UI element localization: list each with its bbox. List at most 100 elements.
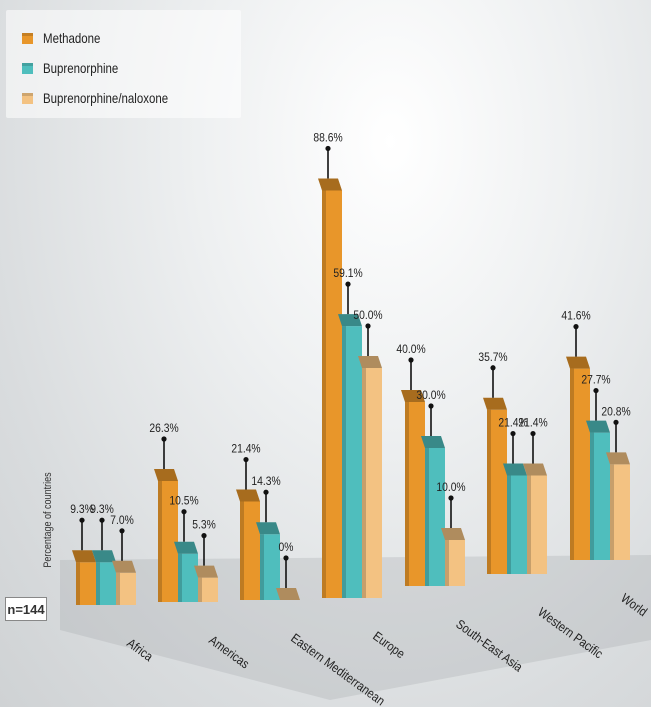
leader-dot-americas-buprenorphine: [181, 509, 187, 515]
bar-top-world-buprenorphine-naloxone: [606, 452, 630, 465]
leader-dot-americas-buprenorphine-naloxone: [201, 533, 207, 539]
legend-swatch-methadone: [22, 32, 33, 44]
leader-dot-world-buprenorphine-naloxone: [613, 419, 619, 425]
leader-dot-world-methadone: [573, 324, 579, 330]
bar-eastern-mediterranean-buprenorphine: [260, 534, 280, 600]
data-label-africa-buprenorphine: 9.3%: [90, 504, 114, 517]
bar-europe-buprenorphine-naloxone: [362, 368, 382, 598]
bar-world-buprenorphine: [590, 432, 610, 560]
bar-western-pacific-buprenorphine-naloxone: [527, 475, 547, 574]
sample-size-box: n=144: [5, 597, 47, 621]
leader-dot-europe-buprenorphine-naloxone: [365, 323, 371, 329]
bar-edge-americas-buprenorphine-naloxone: [198, 577, 202, 602]
bar-edge-western-pacific-buprenorphine-naloxone: [527, 475, 531, 574]
leader-dot-africa-buprenorphine-naloxone: [119, 528, 125, 534]
data-label-africa-buprenorphine-naloxone: 7.0%: [110, 514, 134, 527]
bar-top-world-methadone: [566, 356, 590, 369]
leader-dot-western-pacific-buprenorphine-naloxone: [530, 430, 536, 437]
bar-edge-eastern-mediterranean-methadone: [240, 501, 244, 600]
data-label-europe-methadone: 88.6%: [313, 132, 342, 145]
legend: Methadone Buprenorphine Buprenorphine/na…: [6, 10, 241, 118]
data-label-south-east-asia-buprenorphine-naloxone: 10.0%: [436, 481, 465, 494]
bar-top-south-east-asia-buprenorphine-naloxone: [441, 528, 465, 540]
legend-item-methadone: Methadone: [22, 28, 113, 48]
bar-top-south-east-asia-methadone: [401, 390, 425, 402]
bar-top-europe-buprenorphine: [338, 314, 362, 327]
bar-top-europe-methadone: [318, 178, 342, 191]
leader-dot-eastern-mediterranean-buprenorphine-naloxone: [283, 555, 289, 561]
data-label-south-east-asia-methadone: 40.0%: [396, 343, 425, 356]
bar-americas-buprenorphine-naloxone: [198, 577, 218, 602]
bar-edge-americas-buprenorphine: [178, 553, 182, 602]
leader-dot-europe-methadone: [325, 145, 331, 152]
legend-swatch-buprenorphine-naloxone: [22, 92, 33, 104]
legend-label-buprenorphine-naloxone: Buprenorphine/naloxone: [43, 90, 169, 106]
bar-top-africa-buprenorphine: [92, 550, 116, 563]
bar-edge-western-pacific-buprenorphine: [507, 475, 511, 574]
bar-europe-buprenorphine: [342, 326, 362, 598]
bar-top-western-pacific-buprenorphine-naloxone: [523, 463, 547, 476]
data-label-americas-methadone: 26.3%: [149, 422, 178, 435]
leader-dot-south-east-asia-buprenorphine: [428, 403, 434, 409]
bar-edge-eastern-mediterranean-buprenorphine: [260, 534, 264, 600]
leader-dot-western-pacific-buprenorphine: [510, 430, 516, 437]
bar-top-africa-methadone: [72, 550, 96, 563]
bar-edge-south-east-asia-methadone: [405, 402, 409, 586]
bar-americas-buprenorphine: [178, 553, 198, 602]
bar-americas-methadone: [158, 481, 178, 602]
bar-africa-methadone: [76, 562, 96, 605]
bar-top-eastern-mediterranean-buprenorphine: [256, 522, 280, 535]
bar-top-south-east-asia-buprenorphine: [421, 436, 445, 448]
data-label-europe-buprenorphine: 59.1%: [333, 267, 362, 280]
bar-africa-buprenorphine-naloxone: [116, 572, 136, 605]
data-label-americas-buprenorphine: 10.5%: [169, 495, 198, 508]
bar-world-methadone: [570, 368, 590, 560]
data-label-south-east-asia-buprenorphine: 30.0%: [416, 389, 445, 402]
y-axis-label: Percentage of countries: [42, 472, 54, 568]
bar-western-pacific-buprenorphine: [507, 475, 527, 574]
leader-dot-africa-buprenorphine: [99, 517, 105, 523]
bar-south-east-asia-buprenorphine: [425, 448, 445, 586]
data-label-world-methadone: 41.6%: [561, 310, 590, 323]
data-label-eastern-mediterranean-buprenorphine-naloxone: 0%: [279, 541, 294, 554]
bar-top-europe-buprenorphine-naloxone: [358, 356, 382, 368]
data-label-western-pacific-buprenorphine: 21.4%: [498, 417, 527, 430]
bar-edge-europe-methadone: [322, 190, 326, 598]
bar-top-eastern-mediterranean-buprenorphine-naloxone: [276, 588, 300, 600]
data-label-europe-buprenorphine-naloxone: 50.0%: [353, 309, 382, 322]
leader-dot-americas-methadone: [161, 436, 167, 442]
bar-edge-americas-methadone: [158, 481, 162, 602]
bar-top-western-pacific-methadone: [483, 397, 507, 410]
bar-edge-world-buprenorphine: [590, 432, 594, 560]
bar-eastern-mediterranean-methadone: [240, 501, 260, 600]
bar-europe-methadone: [322, 190, 342, 598]
bar-top-western-pacific-buprenorphine: [503, 463, 527, 476]
leader-dot-europe-buprenorphine: [345, 281, 351, 287]
legend-swatch-buprenorphine: [22, 62, 33, 74]
bar-edge-europe-buprenorphine-naloxone: [362, 368, 366, 598]
data-label-world-buprenorphine-naloxone: 20.8%: [601, 406, 630, 419]
leader-dot-africa-methadone: [79, 517, 85, 523]
bar-edge-south-east-asia-buprenorphine-naloxone: [445, 540, 449, 586]
bar-edge-world-methadone: [570, 368, 574, 560]
bar-top-americas-buprenorphine-naloxone: [194, 565, 218, 578]
data-label-eastern-mediterranean-buprenorphine: 14.3%: [251, 476, 280, 489]
bar-western-pacific-methadone: [487, 409, 507, 574]
bar-edge-world-buprenorphine-naloxone: [610, 464, 614, 560]
bar-south-east-asia-buprenorphine-naloxone: [445, 540, 465, 586]
data-label-eastern-mediterranean-methadone: 21.4%: [231, 443, 260, 456]
leader-dot-south-east-asia-methadone: [408, 357, 414, 363]
data-label-americas-buprenorphine-naloxone: 5.3%: [192, 519, 216, 532]
legend-item-buprenorphine: Buprenorphine: [22, 58, 135, 78]
bar-edge-western-pacific-methadone: [487, 409, 491, 574]
legend-item-buprenorphine-naloxone: Buprenorphine/naloxone: [22, 88, 196, 108]
data-label-western-pacific-methadone: 35.7%: [478, 351, 507, 364]
leader-dot-western-pacific-methadone: [490, 365, 496, 371]
legend-label-methadone: Methadone: [43, 30, 101, 46]
bar-top-americas-methadone: [154, 469, 178, 482]
bar-edge-europe-buprenorphine: [342, 326, 346, 598]
bar-edge-africa-methadone: [76, 562, 80, 605]
bar-top-world-buprenorphine: [586, 420, 610, 433]
